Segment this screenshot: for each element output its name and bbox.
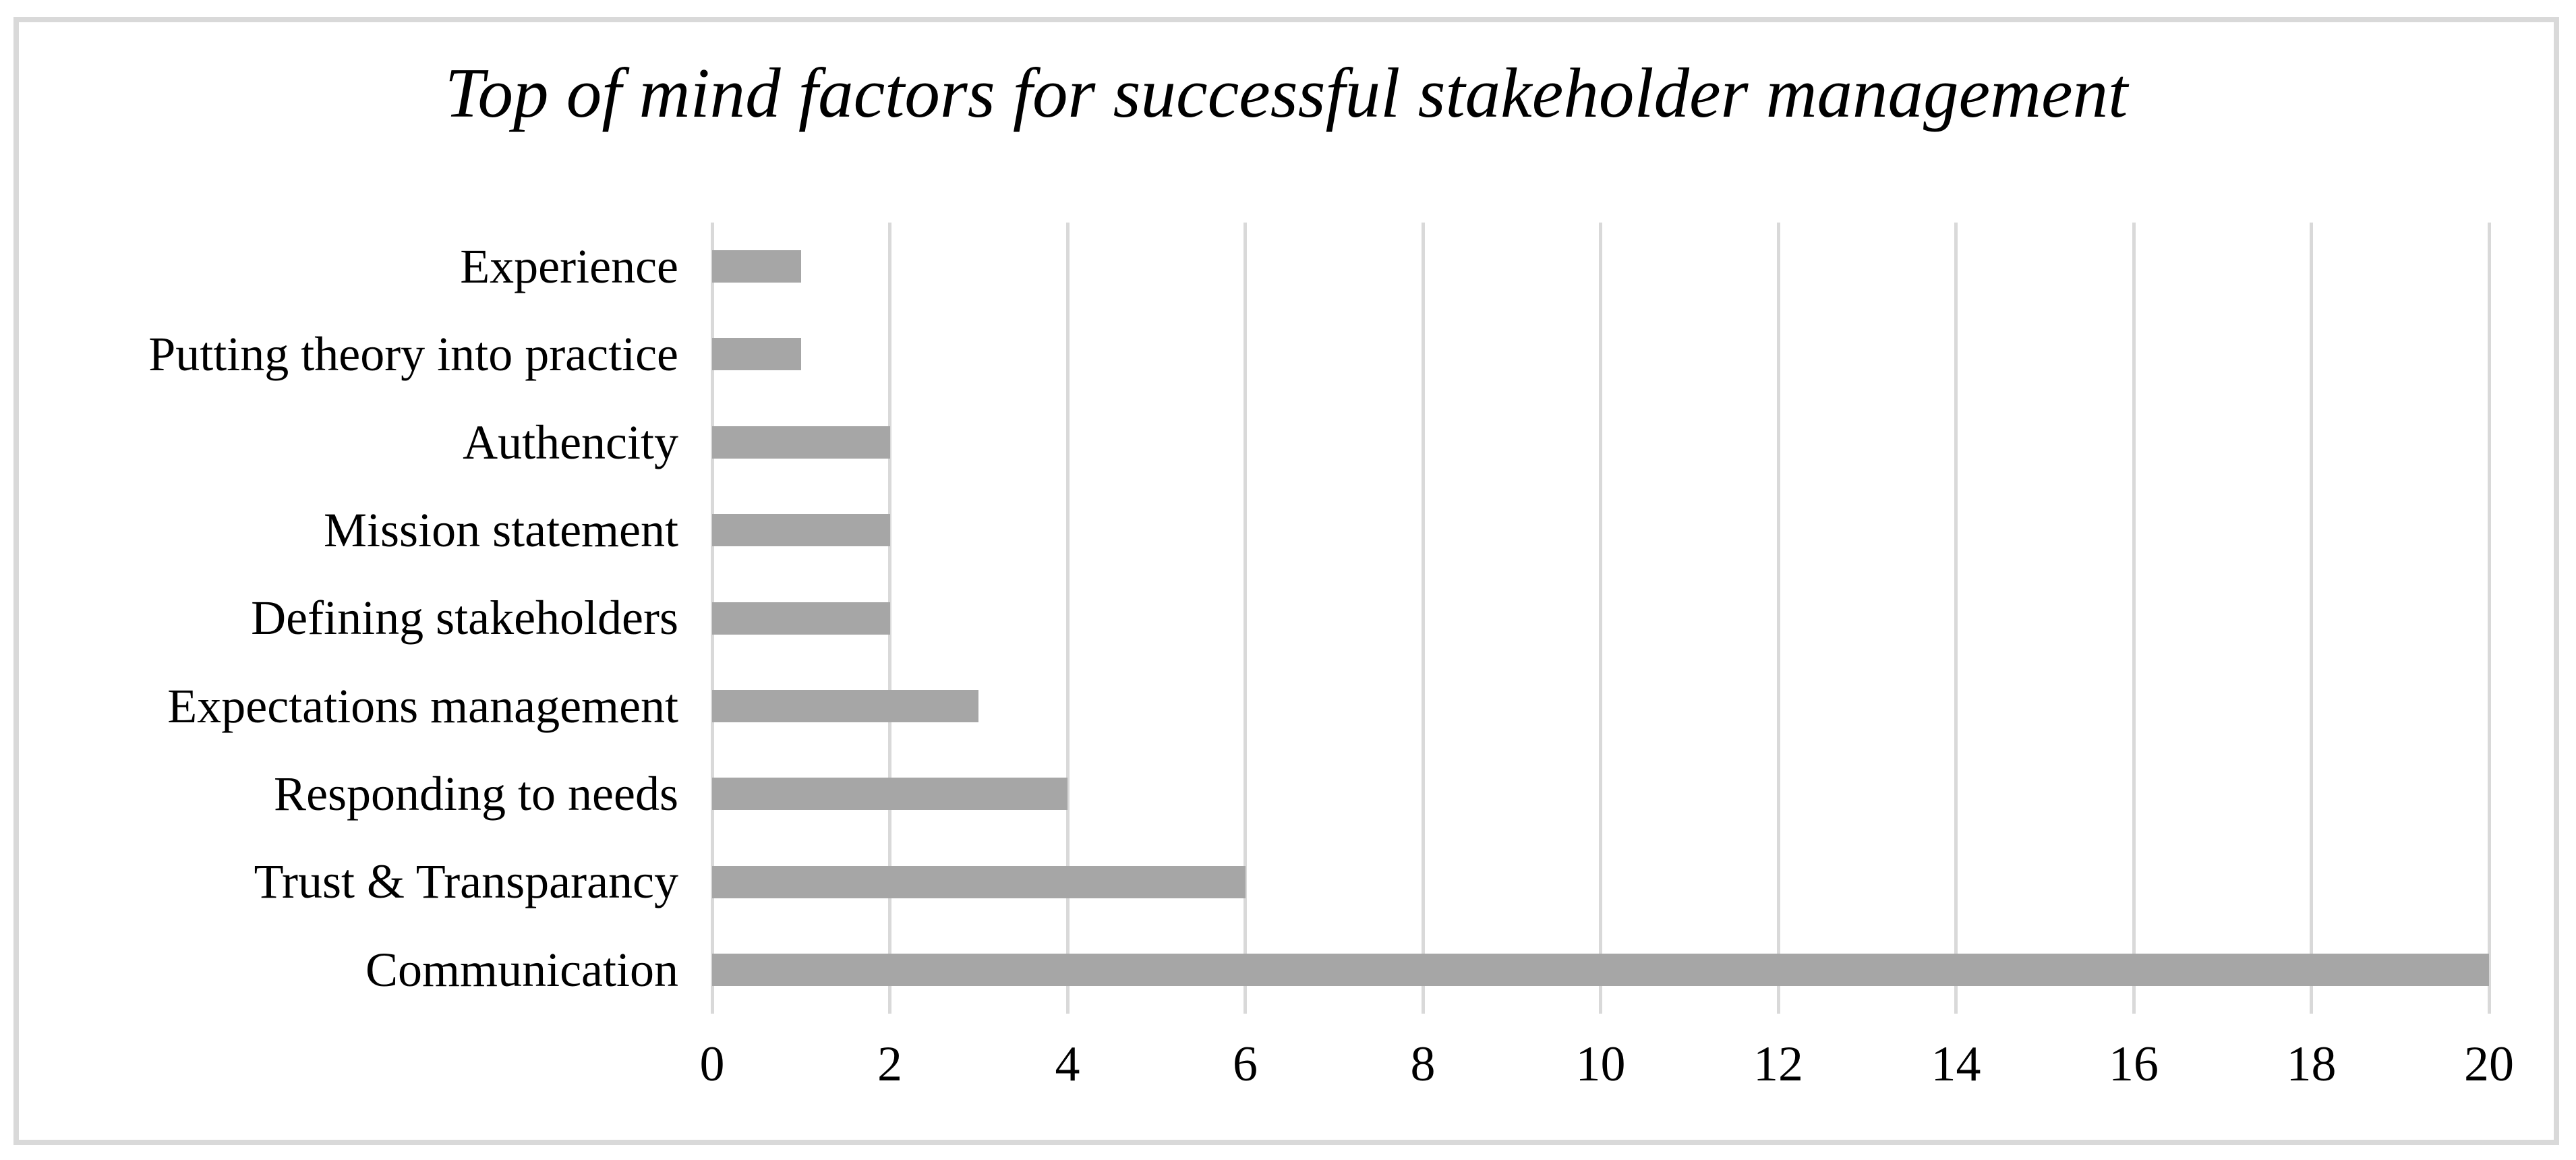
- chart-title: Top of mind factors for successful stake…: [444, 53, 2128, 132]
- x-axis-tick-label: 6: [1233, 1037, 1258, 1092]
- category-label: Trust & Transparancy: [254, 854, 678, 909]
- x-axis-tick-label: 8: [1410, 1037, 1436, 1092]
- gridline: [1954, 223, 1958, 1014]
- gridline: [1599, 223, 1602, 1014]
- x-axis-tick-label: 0: [699, 1037, 725, 1092]
- x-axis-tick-label: 2: [877, 1037, 902, 1092]
- x-axis-tick-label: 10: [1575, 1037, 1626, 1092]
- bar: [712, 338, 801, 371]
- value-axis: 0 2 4 6 8 10 12 14 16 18 20: [700, 1037, 2515, 1111]
- category-label: Communication: [365, 942, 678, 997]
- x-axis-tick-label: 4: [1055, 1037, 1080, 1092]
- bar: [712, 689, 979, 722]
- category-label: Defining stakeholders: [251, 591, 678, 645]
- gridline: [2132, 223, 2136, 1014]
- category-label: Mission statement: [324, 503, 678, 558]
- bar: [712, 514, 890, 547]
- gridline: [1776, 223, 1780, 1014]
- bar: [712, 602, 890, 635]
- gridline: [1421, 223, 1425, 1014]
- x-axis-tick-label: 20: [2464, 1037, 2514, 1092]
- bar: [712, 250, 801, 283]
- category-label: Expectations management: [167, 678, 678, 733]
- x-axis-tick-label: 16: [2109, 1037, 2159, 1092]
- gridline: [888, 223, 891, 1014]
- x-axis-tick-label: 14: [1931, 1037, 1981, 1092]
- gridline: [2310, 223, 2313, 1014]
- plot-area: [710, 223, 2491, 1014]
- x-axis-tick-label: 18: [2286, 1037, 2337, 1092]
- bar: [712, 953, 2489, 986]
- category-label: Authencity: [463, 415, 678, 469]
- x-axis-tick-label: 12: [1753, 1037, 1803, 1092]
- bar: [712, 426, 890, 459]
- bar: [712, 778, 1067, 811]
- bar: [712, 865, 1246, 898]
- category-axis: Experience Putting theory into practice Au…: [0, 223, 678, 1014]
- category-label: Putting theory into practice: [148, 327, 678, 382]
- gridline: [2487, 223, 2491, 1014]
- gridline: [1243, 223, 1247, 1014]
- gridline: [1065, 223, 1070, 1014]
- category-label: Responding to needs: [274, 767, 678, 821]
- category-label: Experience: [460, 239, 678, 294]
